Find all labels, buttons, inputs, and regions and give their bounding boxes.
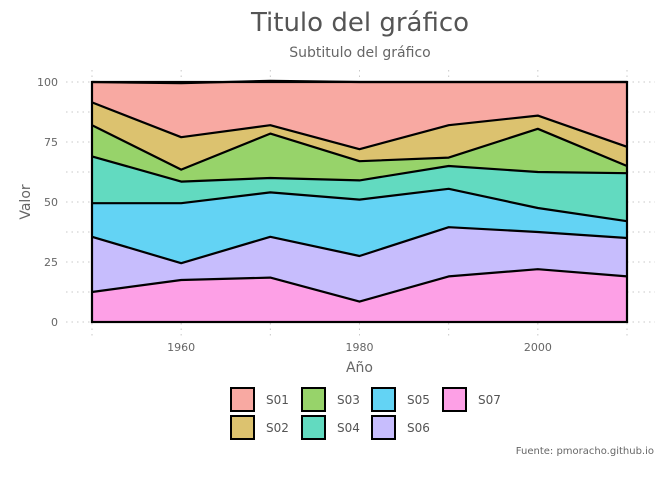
area-s07 bbox=[92, 269, 627, 322]
legend-label-s02: S02 bbox=[266, 421, 289, 435]
y-axis-title: Valor bbox=[18, 184, 34, 220]
y-tick-label: 25 bbox=[44, 256, 58, 269]
legend-key-s02 bbox=[230, 415, 255, 440]
area-line-s02 bbox=[91, 101, 628, 151]
x-tick-label: 1960 bbox=[167, 341, 195, 354]
legend-key-s03 bbox=[301, 387, 326, 412]
area-line-s07 bbox=[91, 268, 628, 303]
area-s01 bbox=[92, 80, 627, 150]
chart-title: Titulo del gráfico bbox=[250, 8, 470, 38]
legend-key-s05 bbox=[371, 387, 396, 412]
x-axis-title: Año bbox=[346, 360, 373, 376]
legend-label-s04: S04 bbox=[337, 421, 360, 435]
x-tick-label: 2000 bbox=[524, 341, 552, 354]
area-s03 bbox=[92, 125, 627, 182]
legend-key-s06 bbox=[371, 415, 396, 440]
x-tick-label: 1980 bbox=[346, 341, 374, 354]
y-tick-label: 50 bbox=[44, 196, 58, 209]
area-s02 bbox=[92, 102, 627, 170]
legend-key-s01 bbox=[230, 387, 255, 412]
legend-label-s03: S03 bbox=[337, 393, 360, 407]
y-tick-labels: 0 25 50 75 100 bbox=[37, 76, 58, 329]
y-tick-label: 0 bbox=[51, 316, 58, 329]
area-line-s06 bbox=[91, 226, 628, 265]
area-line-s03 bbox=[91, 124, 628, 171]
y-tick-label: 100 bbox=[37, 76, 58, 89]
legend-label-s05: S05 bbox=[407, 393, 430, 407]
areas bbox=[91, 79, 628, 322]
legend-key-s07 bbox=[442, 387, 467, 412]
area-line-s04 bbox=[91, 155, 628, 183]
legend: S01 S02 S03 S04 S05 S06 S07 bbox=[230, 387, 501, 440]
area-s06 bbox=[92, 227, 627, 302]
legend-label-s06: S06 bbox=[407, 421, 430, 435]
legend-key-s04 bbox=[301, 415, 326, 440]
legend-label-s07: S07 bbox=[478, 393, 501, 407]
x-tick-labels: 1960 1980 2000 bbox=[167, 341, 552, 354]
y-tick-label: 75 bbox=[44, 136, 58, 149]
area-s05 bbox=[92, 188, 627, 264]
chart-subtitle: Subtitulo del gráfico bbox=[289, 45, 431, 61]
area-line-s05 bbox=[92, 187, 628, 223]
plot-border bbox=[90, 80, 629, 324]
legend-label-s01: S01 bbox=[266, 393, 289, 407]
area-s04 bbox=[92, 156, 627, 222]
chart-caption: Fuente: pmoracho.github.io bbox=[515, 446, 654, 457]
